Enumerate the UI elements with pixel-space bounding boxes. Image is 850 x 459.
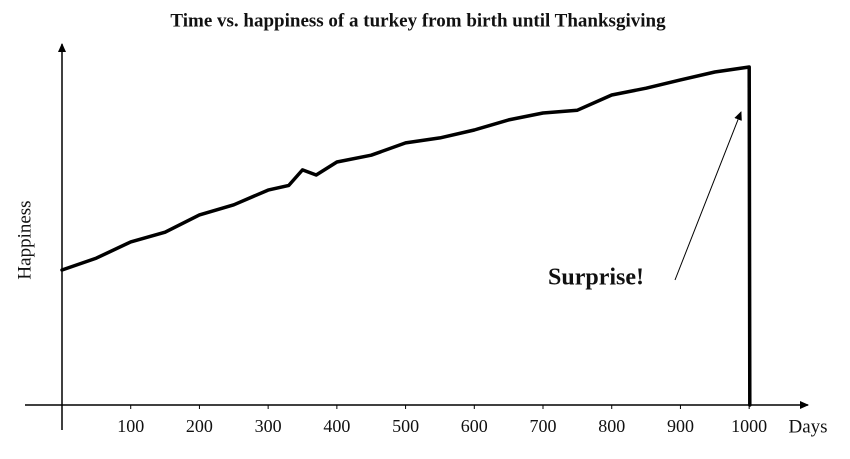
data-line xyxy=(60,65,752,407)
x-tick-label: 700 xyxy=(530,416,557,436)
x-tick-label: 900 xyxy=(667,416,694,436)
x-tick-label: 800 xyxy=(598,416,625,436)
x-tick-label: 600 xyxy=(461,416,488,436)
x-tick-label: 1000 xyxy=(731,416,767,436)
annotation: Surprise! xyxy=(548,265,644,291)
x-tick-label: 500 xyxy=(392,416,419,436)
x-tick-label: 300 xyxy=(255,416,282,436)
x-axis-label: Days xyxy=(788,416,827,437)
y-axis-label: Happiness xyxy=(14,200,35,279)
x-tick-label: 400 xyxy=(323,416,350,436)
x-tick-label: 200 xyxy=(186,416,213,436)
chart-title: Time vs. happiness of a turkey from birt… xyxy=(170,10,666,31)
x-tick-label: 100 xyxy=(117,416,144,436)
annotation-arrow xyxy=(674,111,742,281)
